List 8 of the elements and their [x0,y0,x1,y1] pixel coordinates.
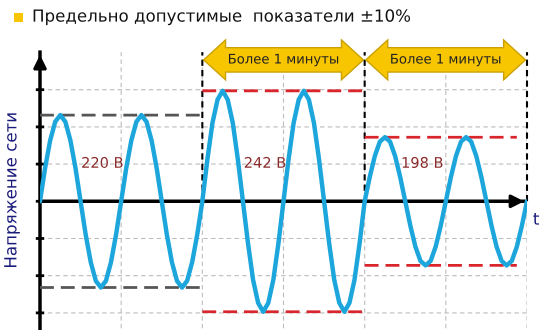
text: Более 1 минуты [391,54,500,66]
annotation: 220 В [82,156,123,168]
annotation: 198 В [402,156,442,168]
annotation: 242 В [244,156,286,168]
text: Более 1 минуты [228,54,338,66]
chart-title: Предельно допустимые показатели ±10% [34,9,410,26]
y-axis-title: Напряжение сети [4,113,20,267]
x-axis-title: t [533,212,539,225]
